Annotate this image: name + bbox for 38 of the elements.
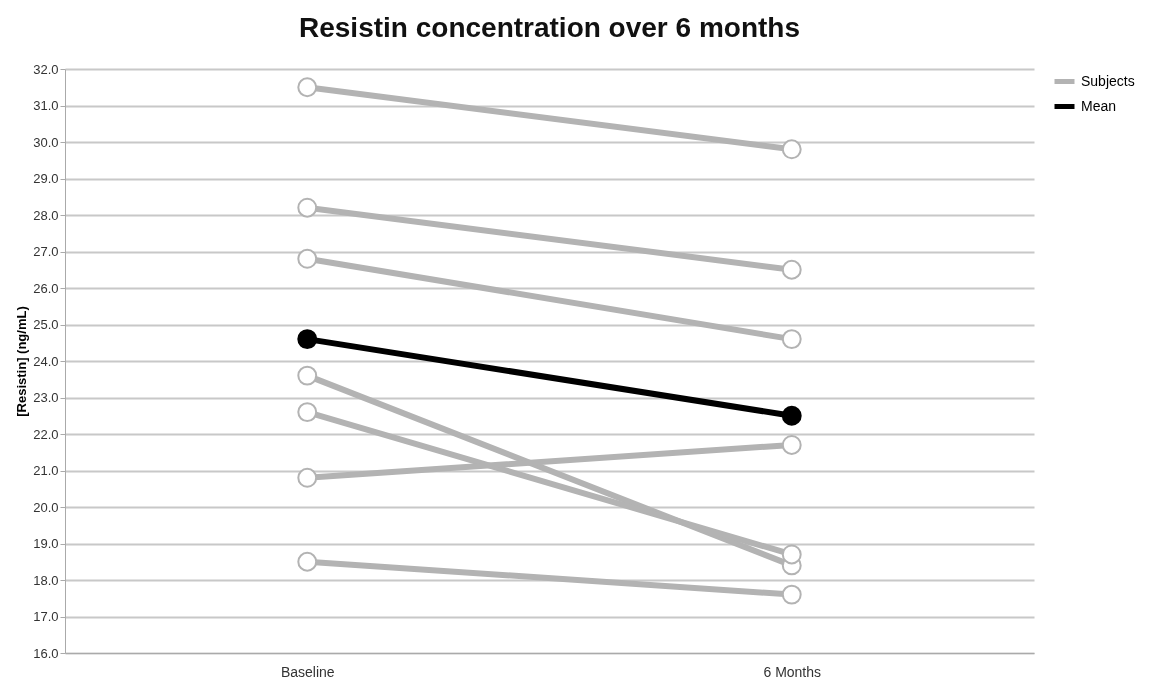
point — [297, 402, 318, 423]
point — [297, 365, 318, 386]
y-tick-label: 30.0 — [33, 134, 59, 150]
point — [781, 544, 802, 565]
y-axis-title: [Resistin] (ng/mL) — [14, 306, 30, 417]
legend-label: Mean — [1081, 97, 1117, 114]
point — [297, 197, 318, 218]
y-tick-label: 26.0 — [33, 280, 59, 296]
point — [781, 435, 802, 455]
y-tick-label: 18.0 — [33, 572, 59, 588]
y-tick-label: 16.0 — [33, 645, 59, 661]
y-tick-label: 25.0 — [33, 317, 59, 332]
y-tick-label: 31.0 — [33, 98, 59, 113]
point — [297, 551, 318, 572]
y-tick-label: 22.0 — [33, 426, 59, 442]
y-tick-label: 24.0 — [33, 353, 59, 369]
y-tick-label: 27.0 — [33, 244, 59, 259]
y-tick-label: 20.0 — [33, 499, 59, 515]
point — [297, 248, 318, 269]
point — [781, 139, 802, 160]
point — [781, 329, 802, 350]
point — [781, 584, 802, 605]
y-tick-label: 19.0 — [33, 536, 59, 551]
chart-title: Resistin concentration over 6 months — [299, 12, 800, 43]
point — [781, 405, 802, 426]
y-tick-label: 23.0 — [33, 390, 59, 405]
point — [297, 329, 318, 350]
point — [297, 467, 318, 488]
x-tick-label: Baseline — [280, 663, 335, 680]
y-tick-label: 29.0 — [33, 171, 59, 186]
y-tick-label: 21.0 — [33, 463, 59, 478]
y-tick-label: 32.0 — [33, 61, 59, 77]
point — [297, 77, 318, 98]
y-tick-label: 28.0 — [33, 207, 59, 223]
y-tick-label: 17.0 — [33, 609, 59, 624]
legend-label: Subjects — [1081, 72, 1135, 89]
x-tick-label: 6 Months — [763, 663, 822, 680]
point — [781, 259, 802, 280]
